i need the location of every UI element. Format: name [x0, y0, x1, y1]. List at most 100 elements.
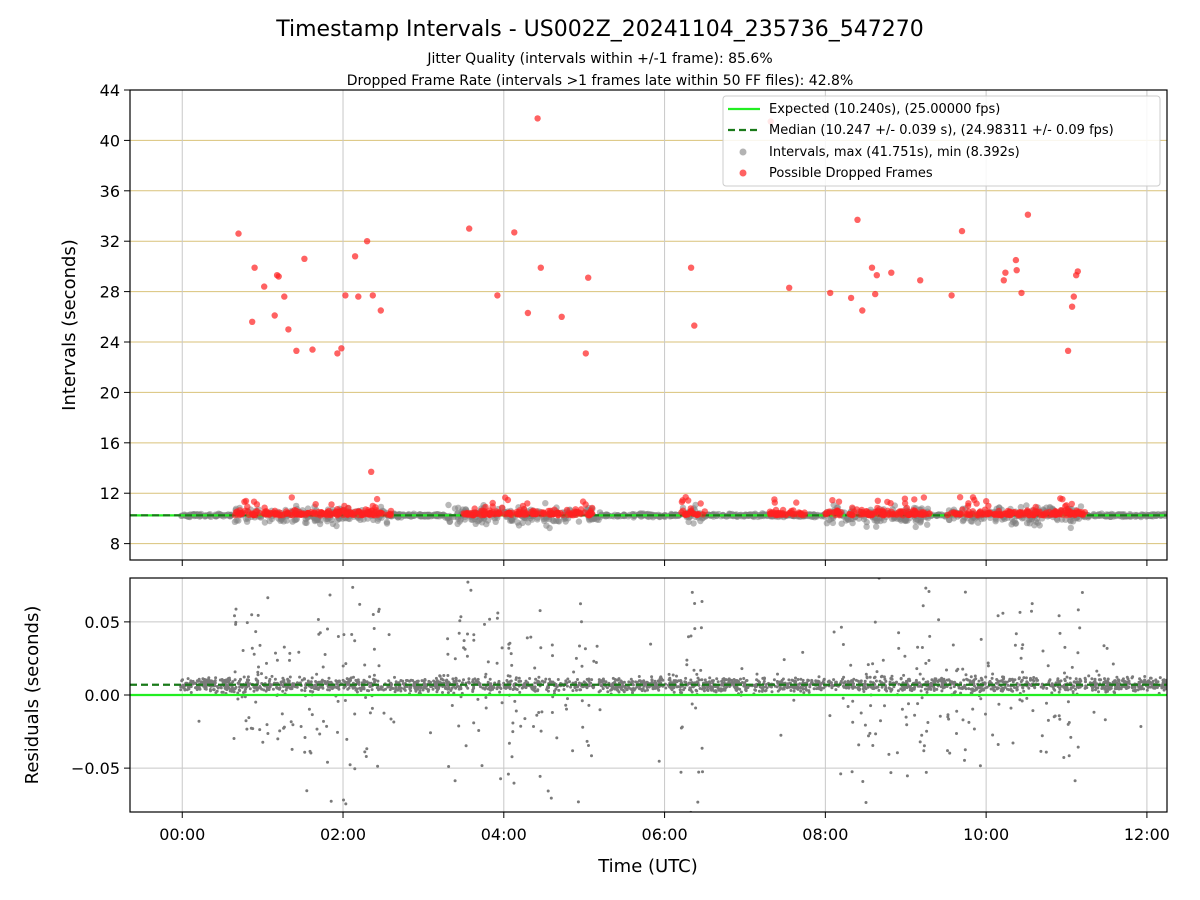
residual-point	[792, 698, 796, 702]
residual-point	[796, 678, 800, 681]
residual-point	[683, 686, 687, 690]
residual-point	[863, 723, 867, 727]
residual-point	[565, 684, 569, 688]
residual-point	[909, 687, 912, 691]
residual-point	[1084, 678, 1087, 682]
residual-point	[1093, 677, 1097, 681]
residual-point	[565, 707, 568, 711]
residual-point	[881, 658, 885, 662]
interval-point	[912, 523, 919, 531]
residual-point	[1065, 675, 1069, 679]
residual-point	[1105, 680, 1109, 684]
residual-point	[365, 747, 369, 751]
residual-point	[517, 680, 521, 683]
residual-point	[250, 646, 254, 650]
residual-point	[540, 710, 544, 714]
residual-point	[1115, 683, 1119, 687]
residual-point	[668, 685, 672, 689]
residual-point	[539, 646, 543, 650]
dropped-frame-point	[695, 511, 702, 518]
dropped-frame-point	[956, 494, 964, 501]
residual-point	[882, 675, 886, 679]
residual-point	[839, 680, 843, 683]
residual-point	[992, 689, 996, 693]
residual-point	[757, 689, 761, 693]
legend-intervals-swatch	[739, 148, 747, 156]
residual-point	[442, 674, 446, 677]
residual-point	[706, 689, 710, 692]
residual-point	[996, 743, 1000, 746]
residual-point	[810, 678, 814, 682]
interval-point	[534, 516, 541, 523]
residual-point	[646, 688, 649, 692]
residual-point	[317, 680, 320, 684]
residual-point	[635, 680, 639, 684]
residual-point	[846, 705, 850, 708]
residual-point	[590, 678, 594, 682]
residual-point	[1072, 680, 1076, 684]
residual-point	[191, 679, 195, 683]
residual-point	[700, 687, 704, 691]
dropped-frame-point	[697, 500, 704, 507]
residual-point	[851, 686, 855, 690]
residual-point	[435, 680, 439, 684]
residual-point	[278, 729, 282, 733]
residual-point	[393, 675, 396, 679]
residual-point	[234, 607, 238, 611]
residual-point	[328, 593, 332, 597]
residual-point	[679, 690, 682, 694]
residual-point	[265, 723, 269, 727]
residual-point	[449, 689, 453, 692]
residual-point	[265, 686, 269, 690]
residual-point	[687, 635, 690, 639]
residual-point	[218, 678, 222, 682]
residual-point	[873, 620, 877, 624]
residual-point	[821, 680, 825, 684]
residual-point	[859, 711, 863, 715]
residual-point	[368, 711, 372, 715]
residual-point	[1021, 643, 1025, 647]
dropped-frame-point	[301, 255, 308, 262]
residual-point	[487, 686, 491, 690]
dropped-frame-point	[514, 510, 521, 518]
residual-point	[472, 681, 476, 685]
residual-point	[1150, 681, 1154, 685]
residual-point	[827, 679, 831, 683]
intervals-axes-frame	[129, 89, 1168, 561]
residual-point	[288, 651, 292, 655]
x-tick-label: 10:00	[963, 825, 1009, 844]
residual-point	[446, 691, 450, 695]
chart-title: Timestamp Intervals - US002Z_20241104_23…	[275, 17, 924, 42]
residual-point	[346, 687, 350, 691]
residual-point	[219, 685, 223, 689]
residual-point	[889, 677, 893, 680]
dropped-frame-point	[465, 510, 472, 517]
residual-point	[1072, 684, 1076, 688]
intervals-y-tick-label: 8	[110, 535, 120, 554]
residual-point	[606, 690, 610, 694]
residual-point	[358, 686, 362, 690]
residual-point	[564, 703, 568, 707]
residual-point	[513, 699, 517, 703]
dropped-frame-point	[799, 512, 806, 519]
dropped-frame-point	[766, 511, 774, 518]
residual-point	[841, 677, 844, 681]
residual-point	[905, 679, 908, 683]
residual-point	[963, 683, 967, 687]
residual-point	[237, 679, 241, 683]
residual-point	[256, 673, 260, 677]
residual-point	[935, 687, 939, 691]
interval-point	[1077, 503, 1085, 510]
residual-point	[703, 678, 707, 682]
residual-point	[510, 663, 514, 667]
residual-point	[1147, 679, 1151, 683]
residual-point	[782, 658, 786, 662]
residual-point	[324, 682, 327, 686]
residual-point	[587, 703, 591, 707]
residual-point	[538, 774, 542, 778]
residual-point	[961, 667, 965, 671]
residual-point	[418, 689, 422, 693]
legend-box	[722, 95, 1161, 187]
dropped-frame-point	[498, 504, 506, 511]
residual-point	[1092, 710, 1096, 714]
